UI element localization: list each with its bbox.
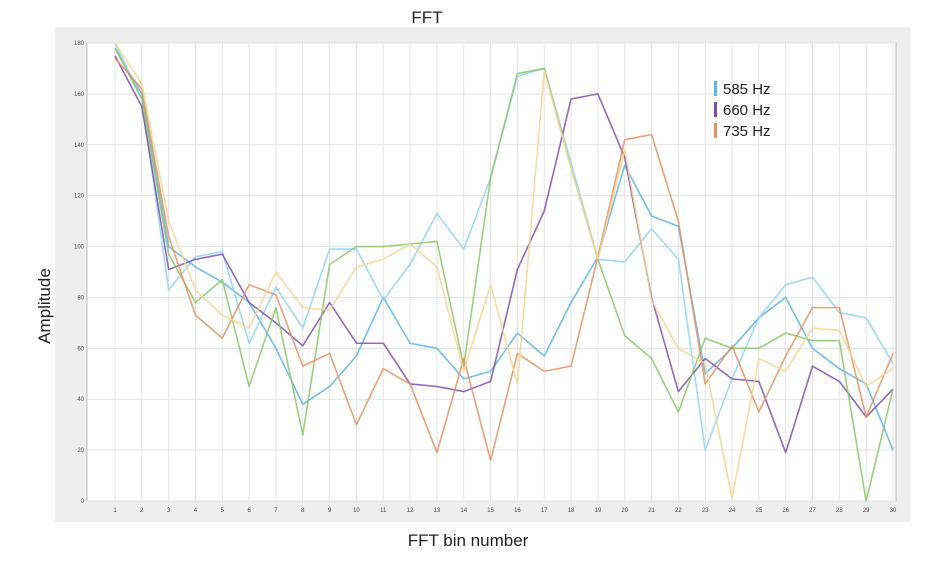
x-tick-label: 6 [247, 508, 251, 514]
grid [87, 42, 896, 502]
x-tick-label: 14 [460, 508, 467, 514]
plot-area [86, 42, 897, 502]
x-tick-label: 8 [301, 508, 305, 514]
legend-label: 585 Hz [723, 81, 771, 98]
series-line-5 [114, 57, 894, 462]
x-tick-label: 18 [568, 508, 575, 514]
x-tick-label: 13 [434, 508, 441, 514]
x-tick-label: 1 [113, 508, 117, 514]
chart-title: FFT [411, 8, 442, 27]
series-line-1 [114, 47, 894, 451]
x-tick-label: 28 [836, 508, 843, 514]
x-tick-label: 2 [140, 508, 144, 514]
y-tick-label: 20 [77, 448, 84, 454]
x-tick-label: 27 [809, 508, 816, 514]
x-tick-label: 10 [353, 508, 360, 514]
y-tick-label: 40 [77, 397, 84, 403]
x-tick-label: 21 [648, 508, 655, 514]
x-tick-label: 22 [675, 508, 682, 514]
x-tick-label: 3 [167, 508, 171, 514]
x-axis-label: FFT bin number [408, 531, 529, 550]
legend-swatch [714, 123, 717, 138]
y-tick-labels: 0 20 40 60 80 100 120 140 160 180 [74, 41, 85, 505]
x-tick-label: 26 [782, 508, 789, 514]
x-tick-label: 5 [221, 508, 225, 514]
x-tick-label: 11 [380, 508, 387, 514]
y-tick-label: 60 [77, 346, 84, 352]
x-tick-label: 24 [729, 508, 736, 514]
x-tick-label: 20 [621, 508, 628, 514]
x-tick-label: 23 [702, 508, 709, 514]
series-lines [114, 42, 894, 502]
x-tick-label: 15 [487, 508, 494, 514]
x-tick-label: 30 [890, 508, 897, 514]
x-tick-label: 19 [595, 508, 602, 514]
y-tick-label: 120 [74, 194, 85, 200]
x-tick-labels: 1 2 3 4 5 6 7 8 9 10 11 12 13 14 15 16 17 18 19 20 21 22 23 24 2… [113, 508, 897, 514]
series-line-4 [114, 47, 894, 502]
x-tick-label: 17 [541, 508, 548, 514]
y-tick-label: 160 [74, 92, 85, 98]
x-tick-label: 25 [756, 508, 763, 514]
legend: 585 Hz 660 Hz 735 Hz [714, 81, 771, 140]
y-tick-label: 180 [74, 41, 85, 47]
x-tick-label: 12 [407, 508, 414, 514]
x-tick-label: 9 [328, 508, 332, 514]
legend-label: 735 Hz [723, 123, 771, 140]
legend-label: 660 Hz [723, 102, 771, 119]
y-tick-label: 0 [81, 499, 85, 505]
legend-swatch [714, 102, 717, 117]
legend-swatch [714, 81, 717, 96]
x-tick-label: 4 [194, 508, 198, 514]
series-line-6 [114, 42, 894, 500]
y-axis-label: Amplitude [35, 268, 54, 344]
y-tick-label: 100 [74, 245, 85, 251]
y-tick-label: 140 [74, 143, 85, 149]
x-tick-label: 29 [863, 508, 870, 514]
y-tick-label: 80 [77, 295, 84, 301]
x-tick-label: 16 [514, 508, 521, 514]
x-tick-label: 7 [274, 508, 278, 514]
